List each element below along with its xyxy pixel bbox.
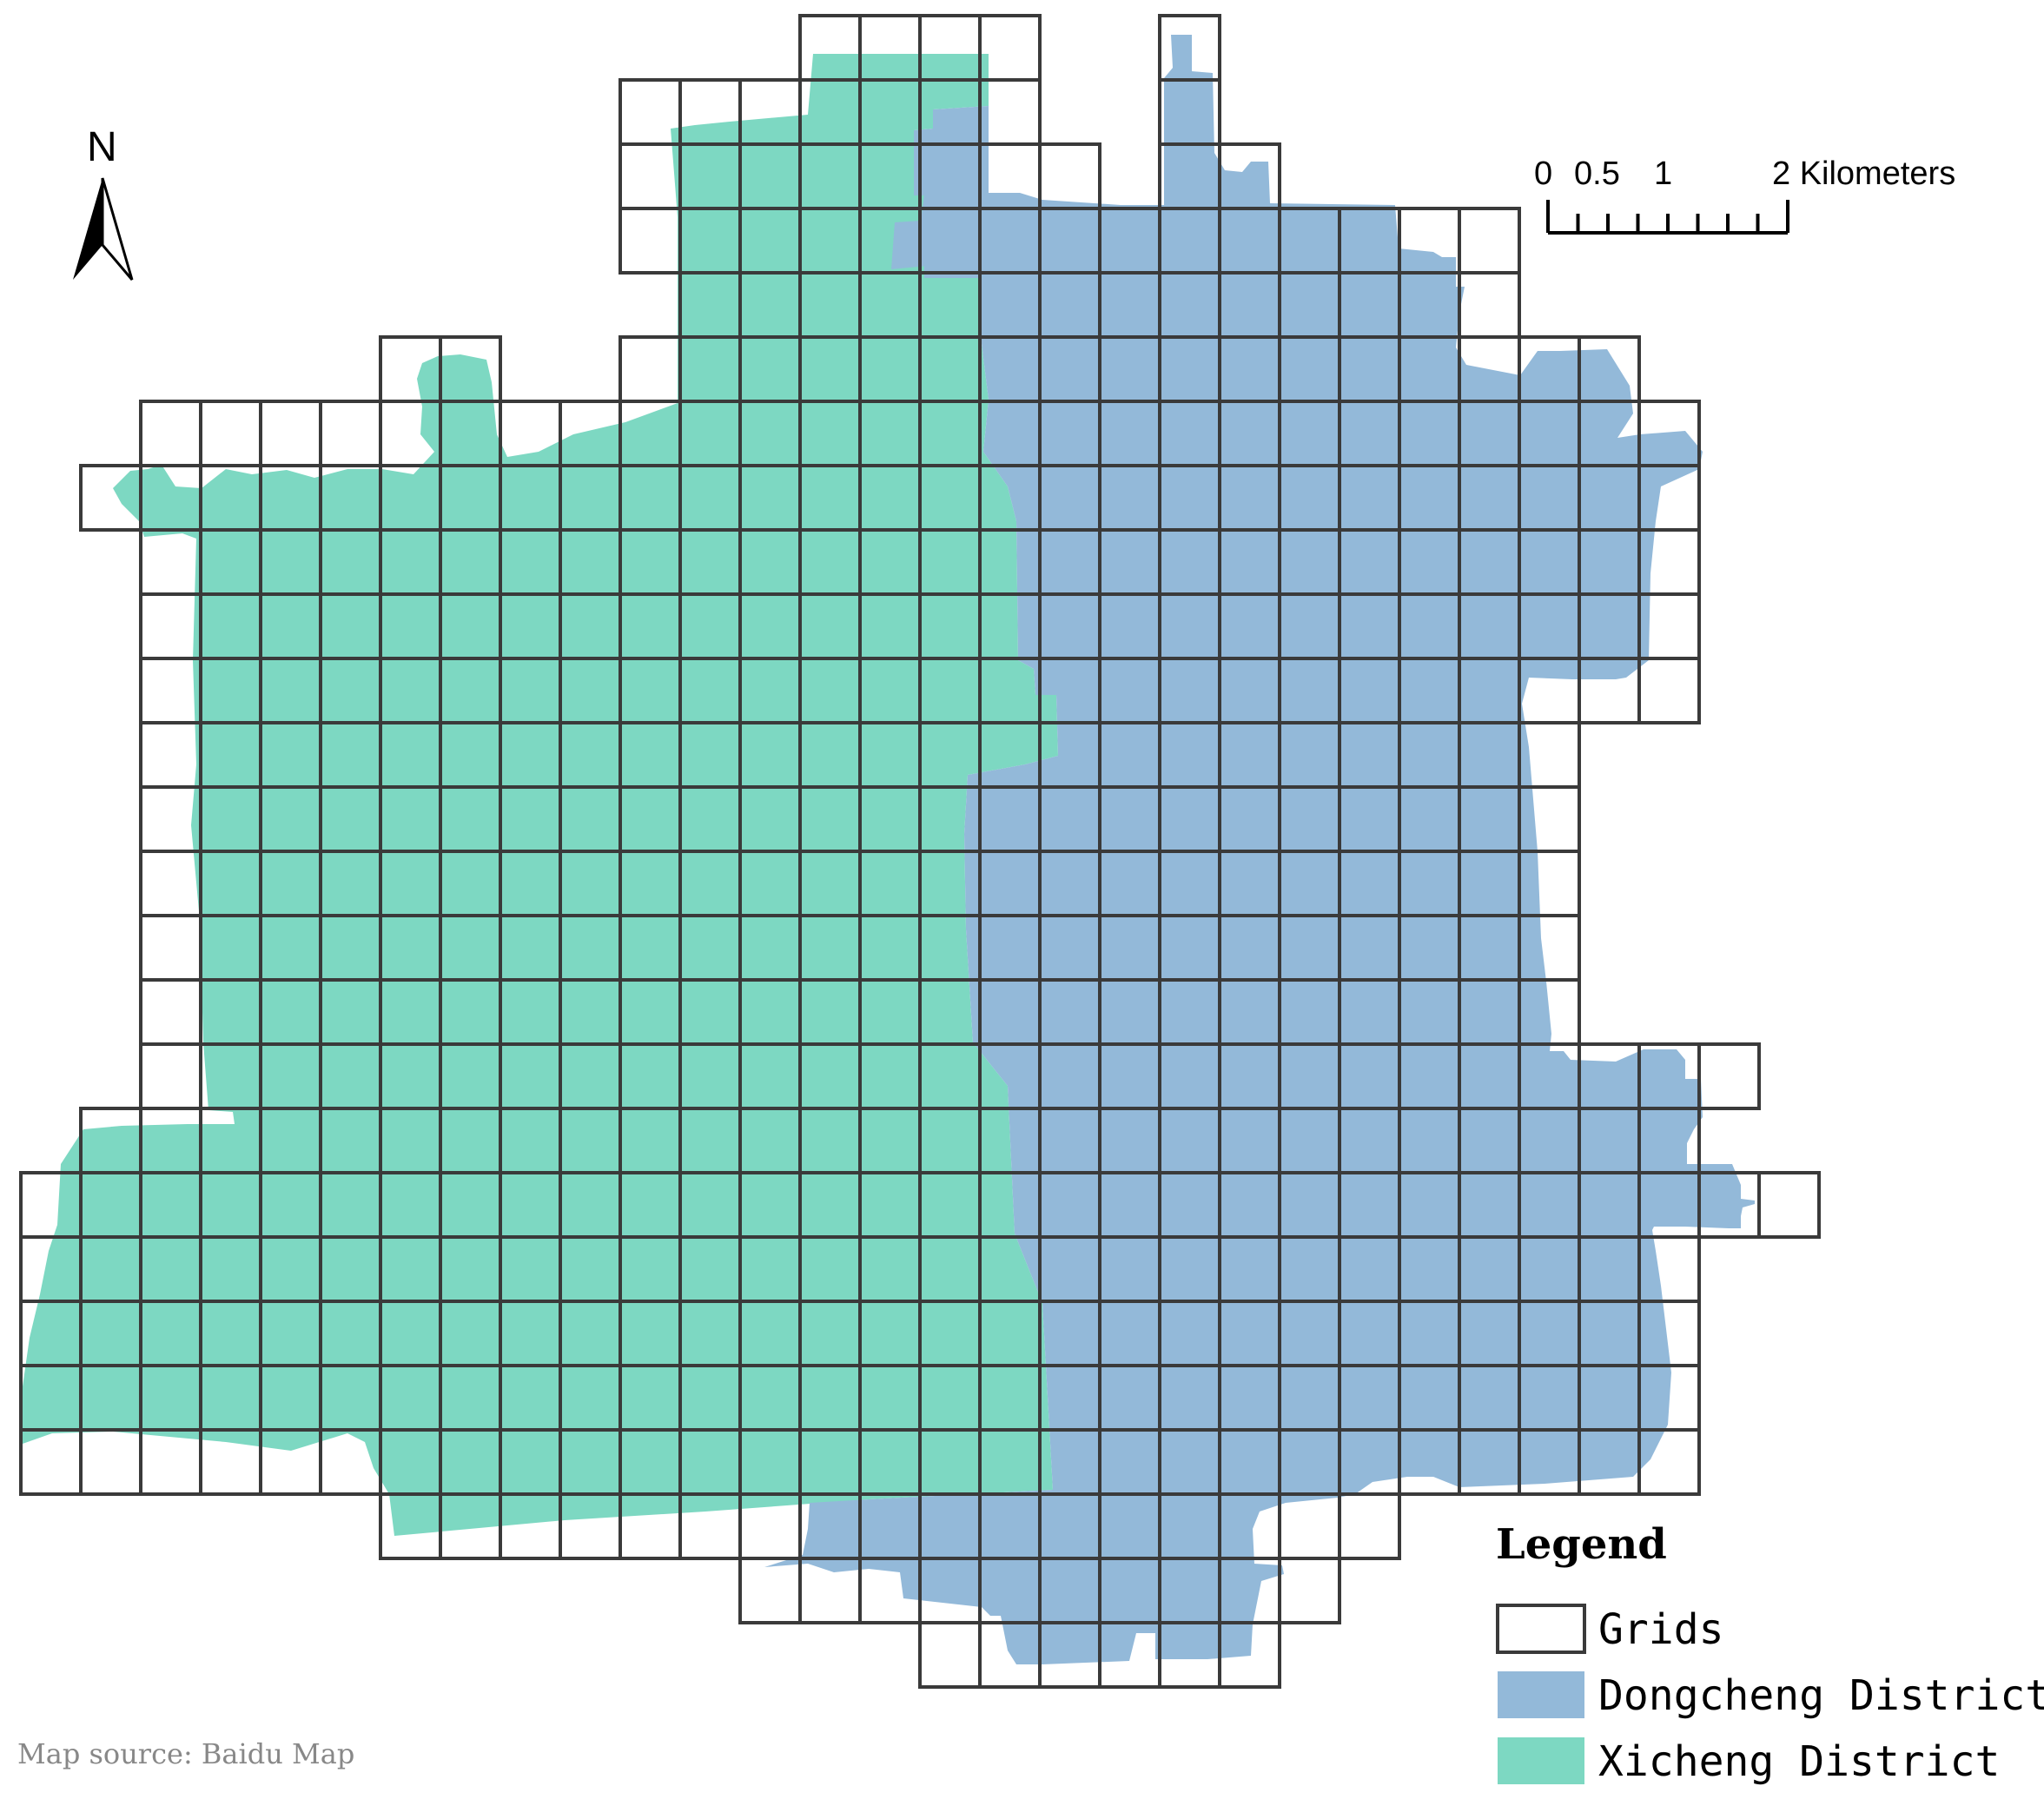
grid-cell (79, 1428, 142, 1496)
north-arrow-icon (73, 177, 134, 281)
legend-label-dongcheng: Dongcheng District (1598, 1671, 2044, 1720)
map-source-note: Map source: Baidu Map (17, 1737, 354, 1770)
grid-cell (918, 1621, 982, 1689)
grid-cell (139, 1428, 202, 1496)
scale-tick-label-0: 0 (1534, 155, 1552, 192)
grid-cell (259, 400, 322, 467)
grid-cell (738, 1557, 802, 1624)
grid-cell (1458, 207, 1521, 275)
xicheng-district-area (21, 54, 1058, 1536)
grid-cell (1218, 1621, 1281, 1689)
grid-cell (139, 592, 202, 660)
grid-cell (1637, 1428, 1701, 1496)
grid-cell (1338, 1492, 1401, 1560)
legend-label-grids: Grids (1598, 1605, 1724, 1654)
scale-bar-ruler (1546, 200, 1789, 235)
grid-cell (978, 78, 1042, 146)
legend-swatch-xicheng (1498, 1737, 1584, 1784)
grid-cell (139, 1042, 202, 1110)
grid-cell (139, 400, 202, 467)
scale-bar: 0 0.5 1 2 Kilometers (1534, 155, 1955, 235)
grid-cell (199, 400, 262, 467)
scale-tick-label-1: 0.5 (1574, 155, 1620, 192)
grid-cell (139, 528, 202, 596)
grid-cell (618, 142, 682, 210)
grid-cell (1278, 1492, 1341, 1560)
legend-swatch-dongcheng (1498, 1671, 1584, 1718)
grid-cell (618, 207, 682, 275)
grid-cell (978, 14, 1042, 82)
grid-cell (1637, 657, 1701, 724)
legend-title: Legend (1496, 1520, 1667, 1569)
grid-cell (618, 335, 682, 403)
north-arrow: N (73, 124, 134, 281)
grid-cell (1458, 271, 1521, 339)
legend-label-xicheng: Xicheng District (1598, 1737, 2000, 1786)
scale-tick-label-2: 1 (1654, 155, 1672, 192)
legend-swatch-grids (1496, 1604, 1586, 1654)
grid-cells (19, 14, 1821, 1689)
grid-cell (1278, 1557, 1341, 1624)
grid-cell (1757, 1171, 1821, 1239)
grid-cell (139, 657, 202, 724)
grid-cell (1038, 142, 1101, 210)
grid-cell (139, 978, 202, 1046)
legend: Legend Grids Dongcheng District Xicheng … (1496, 1520, 2044, 1786)
scale-end-label: 2 Kilometers (1772, 155, 1955, 192)
grid-cell (139, 850, 202, 917)
grid-cell (1697, 1042, 1761, 1110)
north-label: N (87, 124, 117, 170)
grid-cell (139, 721, 202, 789)
grid-cell (319, 400, 382, 467)
grid-cell (139, 914, 202, 982)
